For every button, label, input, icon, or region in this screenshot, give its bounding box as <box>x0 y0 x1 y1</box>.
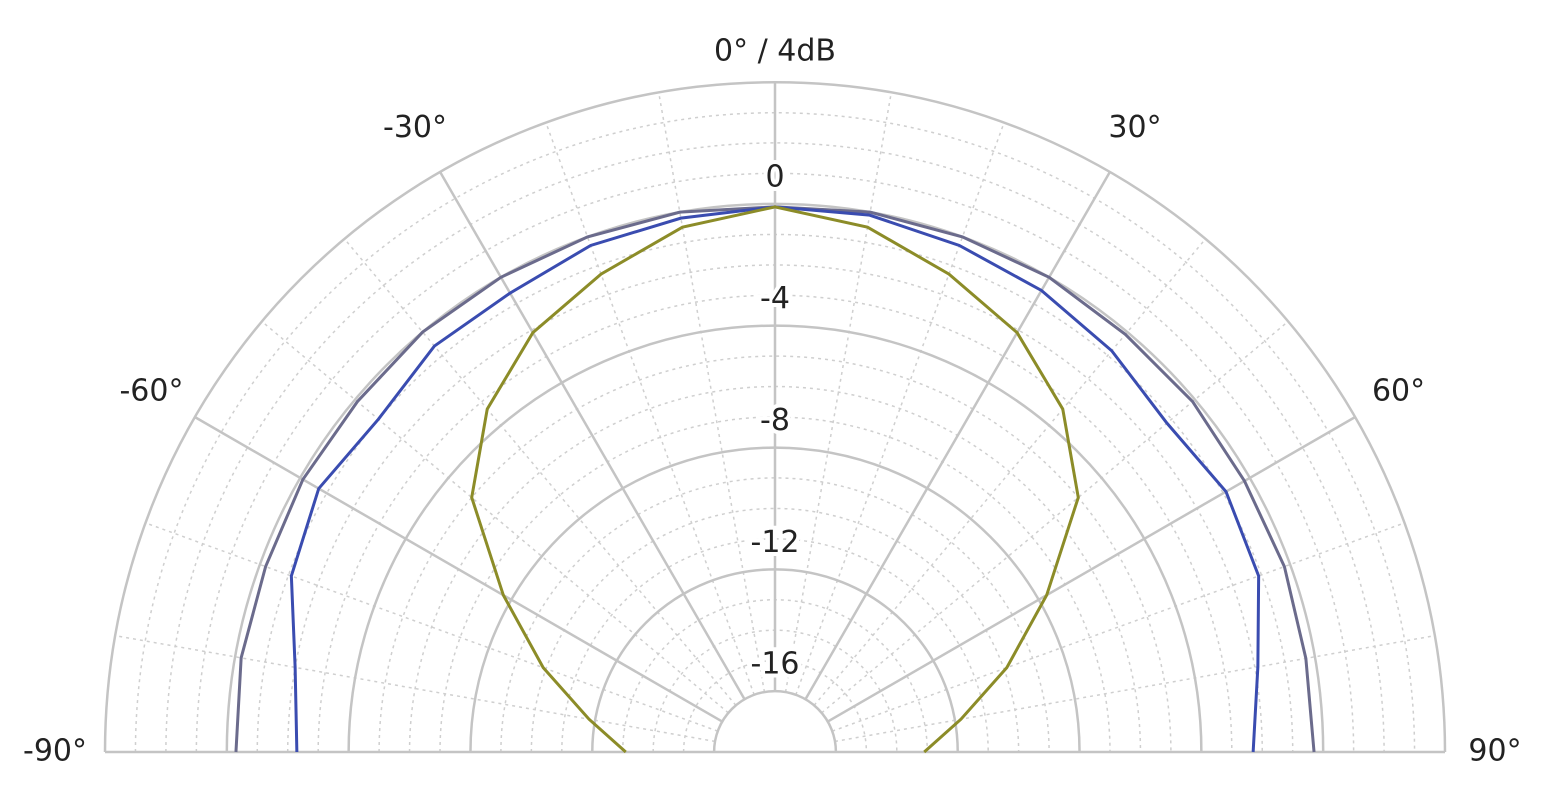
radial-tick-label: 0 <box>765 159 784 194</box>
series-line <box>470 205 1080 754</box>
minor-grid-ring <box>682 659 868 753</box>
minor-grid-ring <box>195 172 1355 753</box>
grid-ring <box>712 689 838 753</box>
grid-spoke <box>438 171 746 700</box>
minor-grid-spoke <box>261 320 729 714</box>
angle-tick-label: 30° <box>1108 110 1161 145</box>
angle-tick-label: -90° <box>23 734 87 769</box>
angle-tick-label: 0° / 4dB <box>714 34 836 69</box>
grid-spoke <box>827 415 1356 723</box>
minor-grid-ring <box>134 111 1416 753</box>
angle-tick-label: 90° <box>1468 734 1521 769</box>
angle-tick-label: 60° <box>1372 374 1425 409</box>
radial-tick-label: -8 <box>760 403 790 438</box>
minor-grid-spoke <box>821 320 1289 714</box>
radial-tick-label: -16 <box>751 647 800 682</box>
minor-grid-ring <box>500 477 1050 753</box>
grid-spoke <box>194 415 723 723</box>
minor-grid-ring <box>378 355 1172 753</box>
angle-tick-label: -60° <box>119 374 183 409</box>
minor-grid-ring <box>530 507 1020 753</box>
angle-tick-label: -30° <box>383 110 447 145</box>
radial-tick-label: -12 <box>751 525 800 560</box>
grid-spoke <box>804 171 1112 700</box>
radial-tick-label: -4 <box>760 281 790 316</box>
